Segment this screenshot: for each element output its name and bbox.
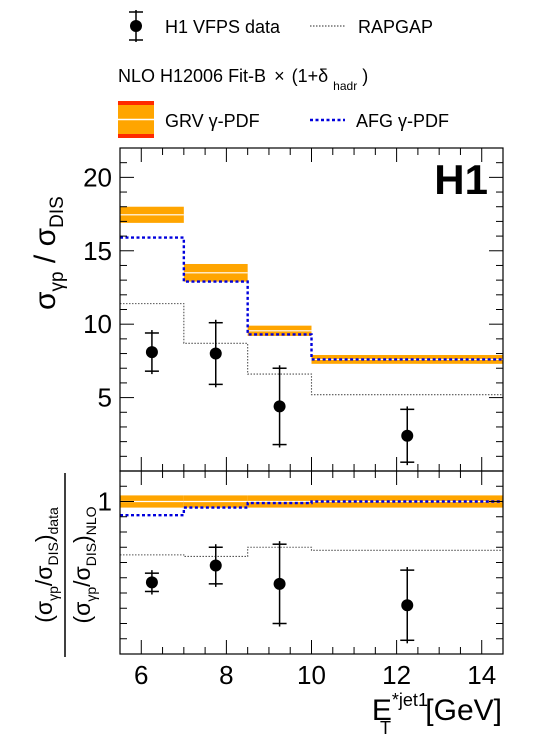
x-tick-label: 8 [219, 660, 233, 690]
nlo-times: × [274, 66, 285, 86]
y-tick-label: 15 [83, 236, 112, 266]
x-axis-title: E*jet1 T [GeV] [372, 690, 502, 737]
y-tick-label: 1 [98, 487, 112, 517]
data-point [400, 567, 415, 644]
nlo-sub: hadr [333, 79, 357, 93]
legend-data-marker [129, 10, 143, 42]
data-point [400, 406, 415, 466]
rapgap-step-line [120, 546, 503, 557]
y-tick-label: 20 [83, 162, 112, 192]
data-point [272, 541, 287, 627]
plot-area [120, 495, 503, 644]
bottom-y-numerator: (σγp/σDIS)data [31, 507, 61, 623]
nlo-prefix: NLO H12006 Fit-B [118, 66, 266, 86]
legend-grv-label: GRV γ-PDF [165, 111, 260, 131]
x-tick-label: 14 [467, 660, 496, 690]
legend-afg-label: AFG γ-PDF [356, 111, 449, 131]
x-tick-label: 6 [134, 660, 148, 690]
legend: H1 VFPS data RAPGAP NLO H12006 Fit-B × (… [118, 10, 449, 138]
data-point [272, 365, 287, 448]
data-marker [209, 559, 222, 572]
data-marker [401, 429, 414, 442]
nlo-factor-open: (1+δ [292, 66, 329, 86]
afg-step-line [120, 500, 503, 517]
rapgap-step-line [120, 303, 503, 396]
bottom-y-denominator: (σγp/σDIS)NLO [69, 506, 99, 623]
x-tick-label: 12 [382, 660, 411, 690]
bottom-y-axis-title: (σγp/σDIS)data (σγp/σDIS)NLO [31, 473, 99, 657]
data-point [208, 544, 223, 587]
legend-nlo-label: NLO H12006 Fit-B × (1+δ hadr ) [118, 66, 368, 94]
afg-step-line [120, 236, 503, 361]
data-marker [145, 576, 158, 589]
data-point [208, 319, 223, 388]
data-point [144, 570, 159, 595]
data-marker [401, 599, 414, 612]
legend-rapgap-label: RAPGAP [358, 17, 433, 37]
x-tick-label: 10 [297, 660, 326, 690]
plot-area [120, 206, 503, 466]
legend-grv-swatch [118, 101, 154, 138]
y-tick-label: 10 [83, 309, 112, 339]
experiment-label: H1 [434, 156, 488, 203]
data-marker [209, 347, 222, 360]
legend-data-label: H1 VFPS data [165, 17, 281, 37]
data-point [144, 330, 159, 375]
bottom-panel: 1 6 8 10 12 14 [98, 470, 504, 690]
top-y-axis-title: σγp / σDIS [29, 196, 68, 310]
top-panel: 5 10 15 20 [83, 147, 504, 472]
data-marker [273, 400, 286, 413]
data-marker [145, 346, 158, 359]
y-tick-label: 5 [98, 383, 112, 413]
nlo-factor-close: ) [362, 66, 368, 86]
data-marker [273, 577, 286, 590]
